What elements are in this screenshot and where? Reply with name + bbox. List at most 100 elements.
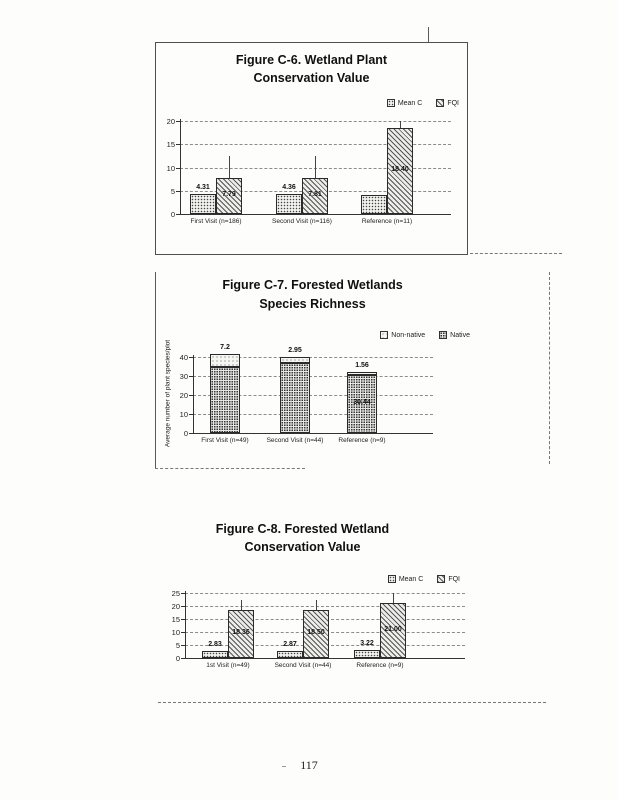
figure-c6-plot: 0 5 10 15 20 4.31 7.79 First Visit (n=186) 4.36 7…	[156, 43, 467, 254]
bar-value-label: 18.40	[391, 166, 409, 174]
page-number: 117	[300, 758, 318, 772]
bar-non-native	[347, 372, 377, 376]
figure-c7-title-line1: Figure C-7. Forested Wetlands	[222, 278, 403, 292]
bar-mean-c	[361, 194, 387, 214]
y-axis-line	[185, 591, 186, 658]
legend-label: FQI	[447, 99, 459, 107]
legend-swatch-icon	[386, 99, 395, 107]
bar-fqi	[303, 609, 329, 658]
bar-fqi	[216, 177, 242, 214]
gridline	[180, 121, 451, 122]
bar-native	[210, 367, 240, 433]
figure-c7-title-line2: Species Richness	[259, 297, 366, 311]
y-tick-label: 20	[166, 117, 175, 126]
gridline	[193, 395, 433, 396]
bar-non-native	[280, 357, 310, 363]
legend-swatch-icon	[439, 331, 448, 339]
bar-fqi	[380, 603, 406, 658]
x-category-label: Second Visit (n=44)	[274, 662, 332, 669]
bar-value-label: 18.36	[232, 629, 250, 637]
y-tick-mark	[176, 167, 180, 169]
y-tick-label: 5	[170, 186, 175, 196]
bar-value-label: 1.56	[355, 362, 369, 370]
bar-value-label: 21.00	[384, 625, 402, 633]
y-tick-label: 15	[171, 615, 180, 624]
legend-swatch-icon	[387, 575, 396, 583]
legend-item: Non-native	[380, 331, 425, 339]
scan-artifact	[155, 272, 156, 468]
gridline	[193, 414, 433, 415]
y-tick-mark	[176, 190, 180, 192]
y-tick-mark	[189, 433, 193, 434]
y-tick-label: 20	[171, 602, 180, 611]
bar-value-label: 2.95	[288, 347, 302, 355]
gridline	[180, 144, 451, 146]
y-tick-mark	[176, 121, 180, 122]
bar-value-label: 2.83	[208, 640, 222, 648]
figure-c7-legend: Non-native Native	[380, 331, 470, 339]
error-bar	[315, 155, 316, 178]
bar-fqi	[228, 610, 254, 658]
y-tick-mark	[176, 214, 180, 215]
error-bar	[393, 593, 394, 604]
bar-value-label: 4.31	[196, 183, 210, 191]
bar-value-label: 7.2	[220, 343, 230, 351]
scan-artifact	[158, 702, 546, 703]
x-axis-line	[185, 658, 465, 659]
y-tick-label: 30	[179, 372, 188, 381]
legend-item: Native	[439, 331, 470, 339]
x-category-label: Reference (n=9)	[338, 437, 386, 444]
scan-artifact	[549, 272, 550, 464]
error-bar	[229, 155, 230, 178]
scan-artifact	[155, 468, 305, 469]
bar-fqi	[387, 128, 413, 214]
y-tick-mark	[189, 395, 193, 396]
legend-item: FQI	[436, 99, 459, 107]
y-tick-label: 10	[171, 628, 180, 637]
bar-value-label: 4.36	[282, 183, 296, 191]
scan-artifact	[282, 766, 286, 767]
x-category-label: Reference (n=11)	[361, 218, 413, 225]
legend-swatch-icon	[436, 99, 445, 107]
legend-label: Non-native	[391, 331, 426, 339]
x-category-label: Second Visit (n=116)	[272, 218, 332, 225]
gridline	[193, 376, 433, 377]
y-tick-label: 5	[175, 641, 180, 650]
x-category-label: First Visit (n=186)	[190, 218, 242, 225]
bar-value-label: 30.44	[353, 399, 371, 407]
y-tick-label: 15	[166, 140, 175, 150]
y-tick-label: 10	[166, 163, 175, 173]
figure-c8-title-line2: Conservation Value	[244, 540, 361, 554]
gridline	[193, 357, 433, 358]
x-category-label: 1st Visit (n=49)	[206, 662, 250, 669]
x-axis-line	[193, 433, 433, 434]
figure-c8: Figure C-8. Forested Wetland Conservatio…	[130, 520, 475, 685]
bar-value-label: 18.50	[307, 628, 325, 636]
bar-non-native	[210, 353, 240, 368]
y-tick-label: 0	[183, 429, 188, 438]
figure-c7-plot: 0 10 20 30 40 7.2 First Visit (n=49) 2.95 Second…	[155, 272, 470, 472]
y-tick-mark	[189, 357, 193, 358]
bar-mean-c	[190, 193, 216, 214]
y-tick-label: 0	[170, 210, 175, 219]
x-category-label: First Visit (n=49)	[201, 437, 249, 444]
bar-mean-c	[354, 649, 380, 658]
figure-c8-title-line1: Figure C-8. Forested Wetland	[215, 522, 390, 536]
figure-c8-legend: Mean C FQI	[387, 575, 460, 583]
bar-value-label: 7.79	[222, 190, 236, 198]
bar-value-label: 2.87	[283, 640, 297, 648]
y-tick-mark	[181, 658, 185, 659]
y-tick-label: 0	[175, 654, 180, 663]
legend-swatch-icon	[380, 331, 389, 339]
bar-value-label: 7.81	[308, 190, 322, 198]
y-tick-mark	[181, 632, 185, 633]
bar-mean-c	[276, 193, 302, 214]
y-tick-mark	[189, 414, 193, 415]
bar-native	[347, 375, 377, 433]
figure-c6-legend: Mean C FQI	[386, 99, 459, 107]
y-axis-line	[193, 355, 194, 433]
scan-artifact	[470, 253, 562, 254]
y-tick-label: 40	[179, 353, 188, 362]
error-bar	[400, 121, 401, 129]
